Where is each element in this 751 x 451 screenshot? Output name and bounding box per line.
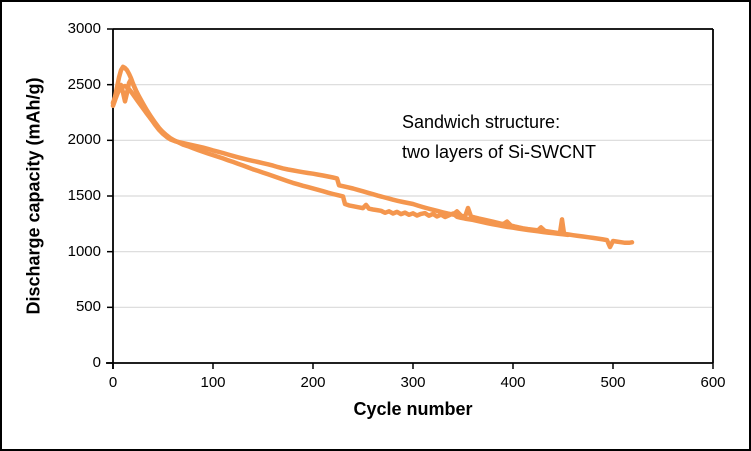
y-tick-label-500: 500: [75, 298, 101, 316]
x-tick-label-0: 0: [108, 374, 118, 391]
y-tick-label-3000: 3000: [67, 20, 101, 37]
x-axis-title: Cycle number: [353, 399, 473, 419]
y-tick-label-2000: 2000: [67, 131, 101, 149]
y-tick-label-1000: 1000: [67, 242, 101, 260]
x-tick-label-400: 400: [500, 374, 526, 391]
x-tick-label-200: 200: [300, 374, 326, 391]
annotation-text: Sandwich structure: two layers of Si-SWC…: [402, 107, 596, 167]
annotation-line-2: two layers of Si-SWCNT: [402, 142, 597, 162]
x-tick-label-100: 100: [200, 374, 226, 391]
x-tick-label-500: 500: [600, 374, 626, 391]
series-discharge-capacity-run-3: [110, 83, 186, 147]
y-tick-label-1500: 1500: [67, 187, 101, 204]
y-tick-label-0: 0: [92, 354, 101, 371]
annotation-line-1: Sandwich structure:: [402, 112, 561, 132]
y-tick-label-2500: 2500: [67, 75, 101, 93]
x-tick-label-300: 300: [400, 374, 426, 391]
x-tick-label-600: 600: [700, 374, 726, 391]
